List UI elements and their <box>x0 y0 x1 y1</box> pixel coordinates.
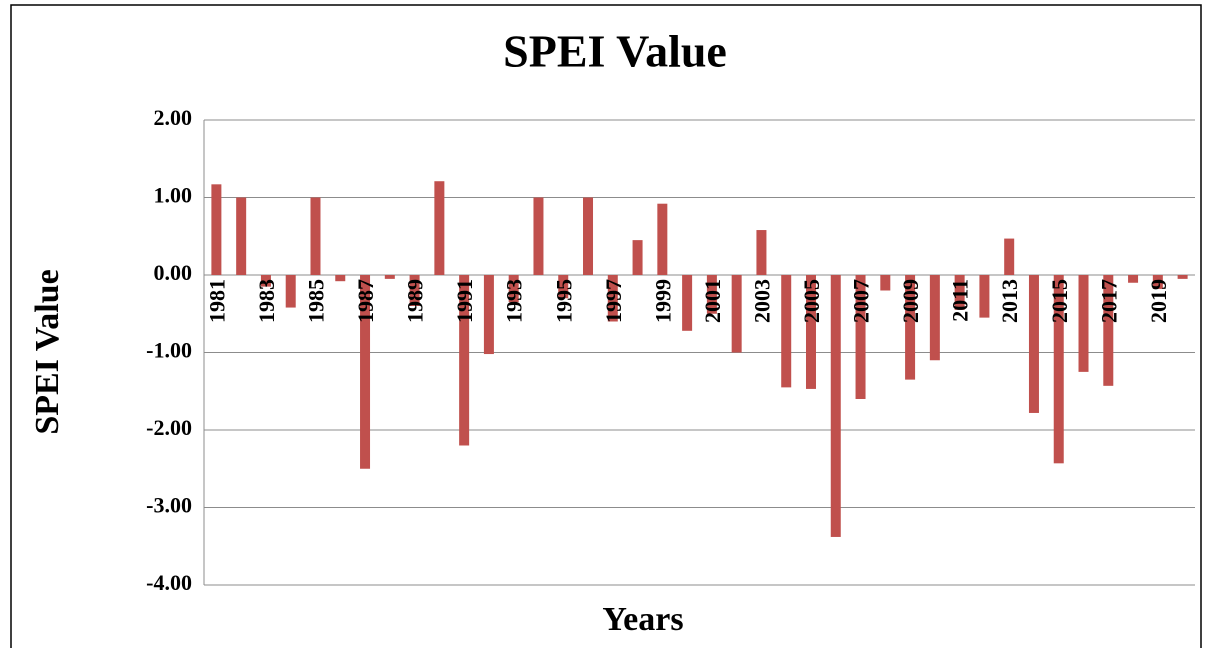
x-tick-label: 1997 <box>601 279 626 323</box>
y-tick-label: -2.00 <box>146 415 192 440</box>
y-tick-label: 1.00 <box>154 183 193 208</box>
x-tick-label: 2013 <box>997 279 1022 323</box>
bar <box>607 275 618 322</box>
bar <box>1004 238 1015 275</box>
bar <box>830 275 841 537</box>
y-axis-label: SPEI Value <box>29 269 66 434</box>
bar <box>855 275 866 399</box>
bar <box>781 275 792 388</box>
y-tick-label: -1.00 <box>146 338 192 363</box>
bar <box>384 275 395 279</box>
bar <box>682 275 693 331</box>
bar <box>706 275 717 314</box>
x-tick-label: 2017 <box>1096 279 1121 323</box>
chart-title: SPEI Value <box>503 26 727 77</box>
bar <box>583 197 594 275</box>
x-tick-label: 2005 <box>799 279 824 323</box>
x-tick-label: 2019 <box>1146 279 1171 323</box>
bar <box>905 275 916 380</box>
x-tick-label: 2011 <box>948 279 973 322</box>
bar <box>409 275 420 306</box>
x-tick-label: 2015 <box>1047 279 1072 323</box>
x-tick-label: 2007 <box>849 279 874 323</box>
x-tick-label: 1983 <box>254 279 279 323</box>
x-axis-label: Years <box>602 601 683 638</box>
bar <box>1028 275 1039 413</box>
y-tick-label: -4.00 <box>146 570 192 595</box>
x-tick-label: 2001 <box>700 279 725 323</box>
bar <box>459 275 470 446</box>
bar <box>558 275 569 299</box>
bar <box>1053 275 1064 464</box>
y-tick-label: 0.00 <box>154 260 193 285</box>
bar <box>805 275 816 389</box>
bar <box>360 275 371 469</box>
bar <box>260 275 271 287</box>
bar <box>880 275 891 291</box>
bar <box>434 181 445 275</box>
x-tick-label: 2009 <box>898 279 923 323</box>
bar <box>979 275 990 318</box>
x-tick-label: 1993 <box>502 279 527 323</box>
x-tick-label: 1981 <box>204 279 229 323</box>
bar <box>285 275 296 308</box>
bar <box>1177 275 1188 279</box>
bar <box>657 203 668 275</box>
bar <box>1103 275 1114 386</box>
bar <box>756 230 767 275</box>
bar <box>236 197 247 275</box>
x-tick-label: 1987 <box>353 279 378 323</box>
bar <box>954 275 965 310</box>
chart-border <box>10 4 1202 648</box>
bar <box>1078 275 1089 372</box>
bar <box>731 275 742 353</box>
x-tick-label: 1985 <box>304 279 329 323</box>
bar <box>1128 275 1139 283</box>
y-tick-label: -3.00 <box>146 493 192 518</box>
x-tick-label: 2003 <box>749 279 774 323</box>
bar <box>533 197 544 275</box>
x-tick-label: 1995 <box>551 279 576 323</box>
bar <box>335 275 346 282</box>
x-tick-label: 1999 <box>650 279 675 323</box>
y-tick-label: 2.00 <box>154 105 193 130</box>
bar <box>310 197 321 275</box>
bar <box>508 275 519 303</box>
x-tick-label: 1989 <box>403 279 428 323</box>
bar <box>1152 275 1163 289</box>
bar <box>929 275 940 361</box>
bar <box>632 240 643 275</box>
bar <box>483 275 494 355</box>
x-tick-label: 1991 <box>452 279 477 323</box>
bar <box>211 184 222 275</box>
